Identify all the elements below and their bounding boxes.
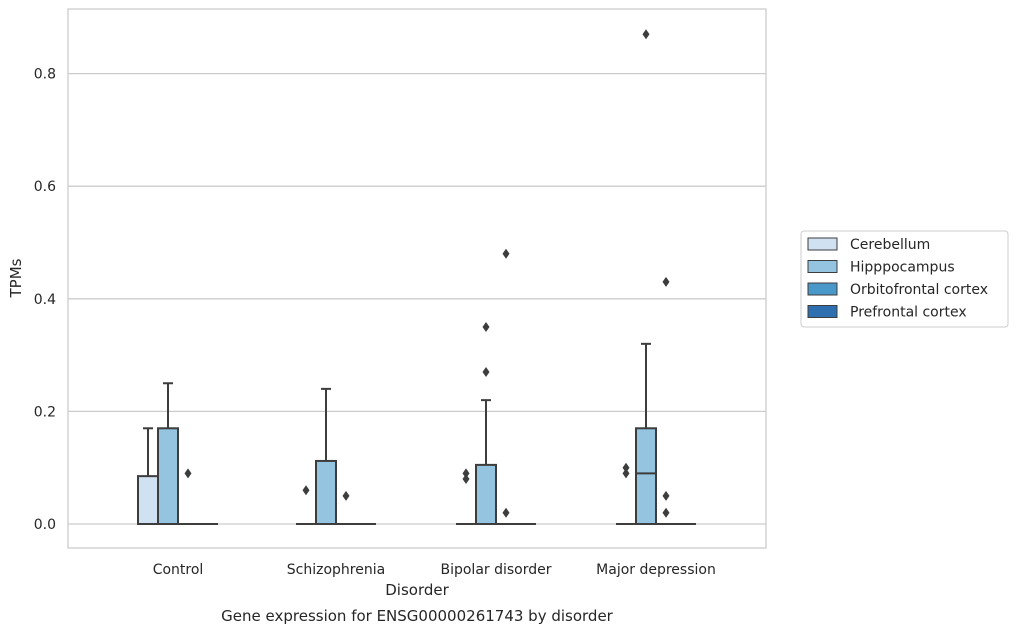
box xyxy=(475,463,497,526)
box-group xyxy=(475,321,497,526)
y-tick-labels: 0.0 0.2 0.4 0.6 0.8 xyxy=(34,67,56,533)
legend: Cerebellum Hipppocampus Orbitofrontal cort… xyxy=(800,230,1009,328)
y-tick-label: 0.0 xyxy=(34,517,56,533)
box xyxy=(157,427,179,526)
legend-swatch xyxy=(807,305,838,318)
box-group xyxy=(635,29,657,526)
legend-label: Orbitofrontal cortex xyxy=(850,282,988,298)
box-group xyxy=(157,382,179,526)
plot-frame xyxy=(67,8,767,549)
box-group xyxy=(178,468,198,525)
outlier-point xyxy=(462,473,470,484)
x-tick-label: Schizophrenia xyxy=(287,562,385,578)
legend-swatch xyxy=(807,237,838,251)
box-group xyxy=(496,248,516,525)
y-tick-label: 0.4 xyxy=(34,292,56,308)
box-group xyxy=(296,485,316,525)
y-tick-label: 0.2 xyxy=(34,404,56,420)
box xyxy=(315,459,337,525)
box-group xyxy=(137,427,159,525)
box-group xyxy=(656,276,676,525)
x-tick-label: Control xyxy=(153,562,204,578)
y-tick-label: 0.6 xyxy=(34,179,56,195)
outlier-point xyxy=(184,468,192,479)
y-axis-label: TPMs xyxy=(7,258,25,298)
legend-label: Hipppocampus xyxy=(850,260,955,276)
outlier-point xyxy=(502,507,510,518)
legend-frame xyxy=(800,230,1009,328)
outlier-point xyxy=(662,507,670,518)
legend-swatch xyxy=(807,282,838,296)
box-group xyxy=(456,468,476,525)
x-tick-label: Bipolar disorder xyxy=(440,562,551,578)
box xyxy=(635,427,657,526)
outlier-point xyxy=(642,29,650,40)
x-tick-label: Major depression xyxy=(596,562,716,578)
outlier-point xyxy=(302,485,310,496)
outlier-point xyxy=(662,490,670,501)
chart-caption: Gene expression for ENSG00000261743 by d… xyxy=(221,607,614,625)
legend-label: Cerebellum xyxy=(850,237,930,253)
outlier-point xyxy=(502,248,510,259)
outlier-point xyxy=(662,276,670,287)
y-tick-label: 0.8 xyxy=(34,67,56,83)
outlier-point xyxy=(622,462,630,473)
x-axis-label: Disorder xyxy=(385,581,449,599)
legend-swatch xyxy=(807,260,838,273)
legend-label: Prefrontal cortex xyxy=(850,305,967,321)
outlier-point xyxy=(622,468,630,479)
outlier-point xyxy=(482,366,490,377)
box-group xyxy=(315,387,337,525)
box xyxy=(137,475,159,525)
outlier-point xyxy=(342,490,350,501)
box-marks xyxy=(137,29,696,526)
box-group xyxy=(336,490,356,525)
outlier-point xyxy=(482,321,490,332)
box-group xyxy=(616,462,636,525)
x-tick-labels: Control Schizophrenia Bipolar disorder Majo… xyxy=(153,562,716,578)
outlier-point xyxy=(462,468,470,479)
